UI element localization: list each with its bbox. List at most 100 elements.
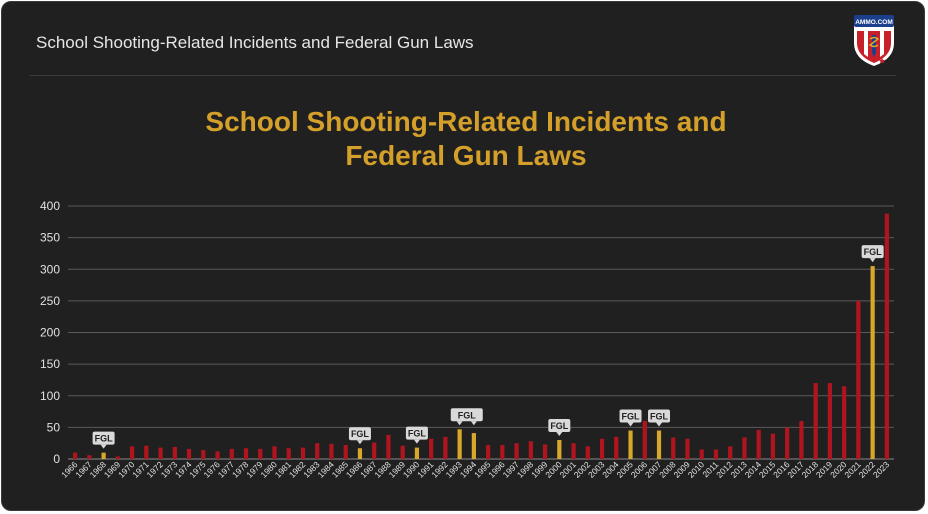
bar-2013	[742, 437, 747, 459]
bar-2017	[799, 421, 804, 459]
bar-1990	[414, 447, 420, 459]
chart-title-line2: Federal Gun Laws	[345, 140, 587, 171]
bar-2003	[599, 438, 605, 459]
y-tick-label: 350	[40, 231, 60, 245]
bar-1979	[258, 448, 263, 459]
y-tick-label: 150	[40, 357, 60, 371]
fgl-label-pointer	[869, 258, 876, 263]
fgl-label-text: FGL	[650, 412, 668, 422]
bar-2001	[571, 443, 576, 459]
bar-1984	[329, 443, 334, 459]
fgl-label-pointer	[627, 422, 634, 427]
bar-1975	[201, 450, 206, 459]
bar-1993	[457, 429, 462, 459]
fgl-label-box	[619, 409, 642, 423]
chart-title: School Shooting-Related Incidents and Fe…	[2, 105, 924, 173]
bar-1972	[158, 447, 163, 459]
ammo-logo-icon: AMMO.COM	[854, 15, 894, 66]
bar-2005	[628, 430, 633, 459]
bar-1997	[514, 443, 519, 459]
bar-1970	[129, 446, 135, 459]
bar-2004	[614, 436, 619, 459]
bar-1992	[443, 436, 448, 459]
bar-1995	[486, 445, 491, 459]
fgl-label-pointer	[100, 444, 107, 449]
bar-1989	[400, 445, 405, 459]
bar-1986	[357, 448, 363, 459]
fgl-label-text: FGL	[95, 434, 113, 444]
bar-2007	[656, 430, 662, 459]
fgl-label-box	[405, 426, 428, 440]
bar-2011	[713, 449, 719, 459]
bar-2002	[585, 446, 590, 459]
y-tick-label: 300	[40, 262, 60, 276]
bar-1980	[272, 446, 277, 459]
bar-1985	[343, 445, 348, 459]
bar-2008	[671, 437, 676, 459]
y-tick-label: 400	[40, 199, 60, 213]
fgl-label-pointer	[470, 421, 477, 426]
x-tick-label: 2023	[871, 459, 892, 480]
header-divider	[30, 75, 896, 76]
bar-1968	[101, 452, 106, 459]
bar-2010	[699, 449, 704, 459]
bar-2006	[642, 421, 647, 459]
bar-2015	[770, 433, 776, 459]
fgl-label-text: FGL	[458, 410, 476, 420]
fgl-label-pointer	[556, 432, 563, 437]
fgl-label-pointer	[356, 440, 363, 445]
bar-1969	[115, 456, 120, 459]
bar-1996	[500, 445, 505, 459]
fgl-label-box	[648, 409, 671, 423]
bar-1973	[172, 446, 177, 459]
bar-2016	[785, 427, 790, 459]
bar-2000	[557, 440, 562, 459]
bar-2021	[856, 300, 861, 459]
fgl-label-box	[450, 408, 483, 422]
fgl-label-pointer	[656, 422, 663, 427]
svg-text:AMMO.COM: AMMO.COM	[855, 19, 893, 26]
chart-title-line1: School Shooting-Related Incidents and	[205, 106, 727, 137]
fgl-label-box	[861, 245, 884, 259]
bar-1974	[186, 448, 192, 459]
fgl-label-box	[548, 419, 571, 433]
bar-1998	[528, 441, 533, 459]
fgl-label-text: FGL	[864, 247, 882, 257]
fgl-label-box	[92, 431, 115, 445]
y-tick-label: 0	[53, 452, 60, 466]
bar-1987	[372, 442, 377, 459]
bar-2012	[728, 446, 733, 459]
bar-1978	[243, 448, 249, 459]
fgl-label-pointer	[413, 439, 420, 444]
bar-1976	[215, 451, 220, 459]
fgl-label-text: FGL	[550, 421, 568, 431]
fgl-label-text: FGL	[408, 429, 426, 439]
bar-2009	[685, 438, 690, 459]
bar-1981	[286, 448, 291, 459]
bar-1988	[386, 434, 391, 459]
bar-2019	[827, 383, 833, 459]
y-tick-label: 200	[40, 326, 60, 340]
fgl-label-box	[348, 427, 371, 441]
bar-1994	[471, 433, 476, 459]
bar-2022	[870, 266, 875, 459]
fgl-label-pointer	[456, 421, 463, 426]
bar-1991	[429, 438, 434, 459]
y-tick-label: 100	[40, 389, 60, 403]
bar-2014	[756, 429, 761, 459]
bar-1983	[315, 443, 320, 459]
bar-1982	[300, 447, 306, 459]
bar-1977	[229, 448, 234, 459]
bar-2018	[813, 383, 818, 459]
bar-2020	[842, 386, 847, 459]
y-tick-label: 50	[47, 420, 61, 434]
y-tick-label: 250	[40, 294, 60, 308]
bar-2023	[884, 213, 889, 459]
fgl-label-text: FGL	[351, 429, 369, 439]
bar-1999	[542, 444, 548, 459]
fgl-label-text: FGL	[622, 412, 640, 422]
bar-1967	[87, 455, 92, 459]
header-title: School Shooting-Related Incidents and Fe…	[36, 33, 474, 52]
